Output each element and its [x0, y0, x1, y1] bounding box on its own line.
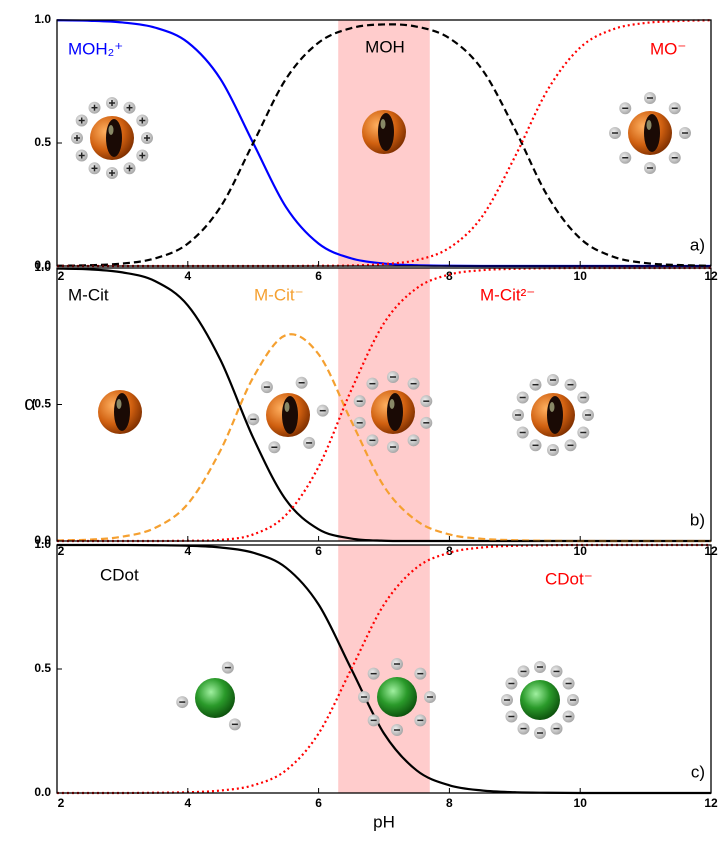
y-tick-label: 0.0: [34, 785, 51, 799]
series-label: CDot: [100, 565, 139, 584]
sphere-shine: [646, 120, 652, 130]
x-tick-label: 4: [184, 544, 191, 558]
sphere-core: [114, 393, 130, 431]
sphere: [520, 680, 560, 720]
y-tick-label: 0.5: [34, 135, 51, 149]
x-tick-label: 10: [574, 544, 588, 558]
y-tick-label: 1.0: [34, 537, 51, 551]
sphere-core: [106, 119, 122, 157]
y-axis-label: α: [24, 393, 36, 415]
particle-icon: [98, 390, 142, 434]
x-tick-label: 6: [315, 796, 322, 810]
x-tick-label: 2: [58, 544, 65, 558]
particle-icon: [362, 110, 406, 154]
particle-icon: [247, 376, 329, 454]
particle-icon: [176, 661, 241, 731]
x-tick-label: 8: [446, 269, 453, 283]
panel-annotation: b): [690, 510, 705, 529]
x-tick-label: 8: [446, 544, 453, 558]
sphere-shine: [380, 119, 386, 129]
x-tick-label: 6: [315, 544, 322, 558]
sphere: [377, 677, 417, 717]
sphere-core: [644, 114, 660, 152]
panel-annotation: a): [690, 235, 705, 254]
y-tick-label: 0.0: [34, 533, 51, 547]
particle-icon: [353, 371, 433, 453]
sphere-core: [378, 113, 394, 151]
series-label: M-Cit⁻: [254, 285, 304, 304]
series-label: MO⁻: [650, 39, 686, 58]
sphere-shine: [284, 402, 290, 412]
series-label: M-Cit²⁻: [480, 285, 535, 304]
sphere-core: [547, 396, 563, 434]
x-tick-label: 4: [184, 796, 191, 810]
y-tick-label: 0.0: [34, 258, 51, 272]
sphere-shine: [549, 402, 555, 412]
series-label: CDot⁻: [545, 569, 593, 588]
x-tick-label: 12: [704, 796, 718, 810]
sphere: [195, 678, 235, 718]
highlight-band: [338, 545, 430, 793]
x-tick-label: 6: [315, 269, 322, 283]
x-axis-label: pH: [373, 812, 395, 831]
sphere-core: [282, 396, 298, 434]
particle-icon: [609, 92, 691, 174]
series-label: M-Cit: [68, 285, 109, 304]
particle-icon: [512, 374, 594, 456]
series-label: MOH₂⁺: [68, 39, 123, 58]
particle-icon: [501, 661, 579, 739]
sphere-shine: [389, 399, 395, 409]
x-tick-label: 10: [574, 796, 588, 810]
y-tick-label: 0.5: [34, 397, 51, 411]
series-line: [56, 23, 712, 267]
x-tick-label: 8: [446, 796, 453, 810]
sphere-shine: [116, 399, 122, 409]
x-tick-label: 2: [58, 269, 65, 283]
y-tick-label: 0.5: [34, 661, 51, 675]
particle-icon: [358, 658, 436, 736]
panel-annotation: c): [691, 762, 705, 781]
sphere-core: [387, 393, 403, 431]
x-tick-label: 2: [58, 796, 65, 810]
x-tick-label: 10: [574, 269, 588, 283]
sphere-shine: [108, 125, 114, 135]
particle-icon: [71, 97, 153, 179]
y-tick-label: 1.0: [34, 260, 51, 274]
x-tick-label: 4: [184, 269, 191, 283]
y-tick-label: 1.0: [34, 12, 51, 26]
series-label: MOH: [365, 37, 405, 56]
